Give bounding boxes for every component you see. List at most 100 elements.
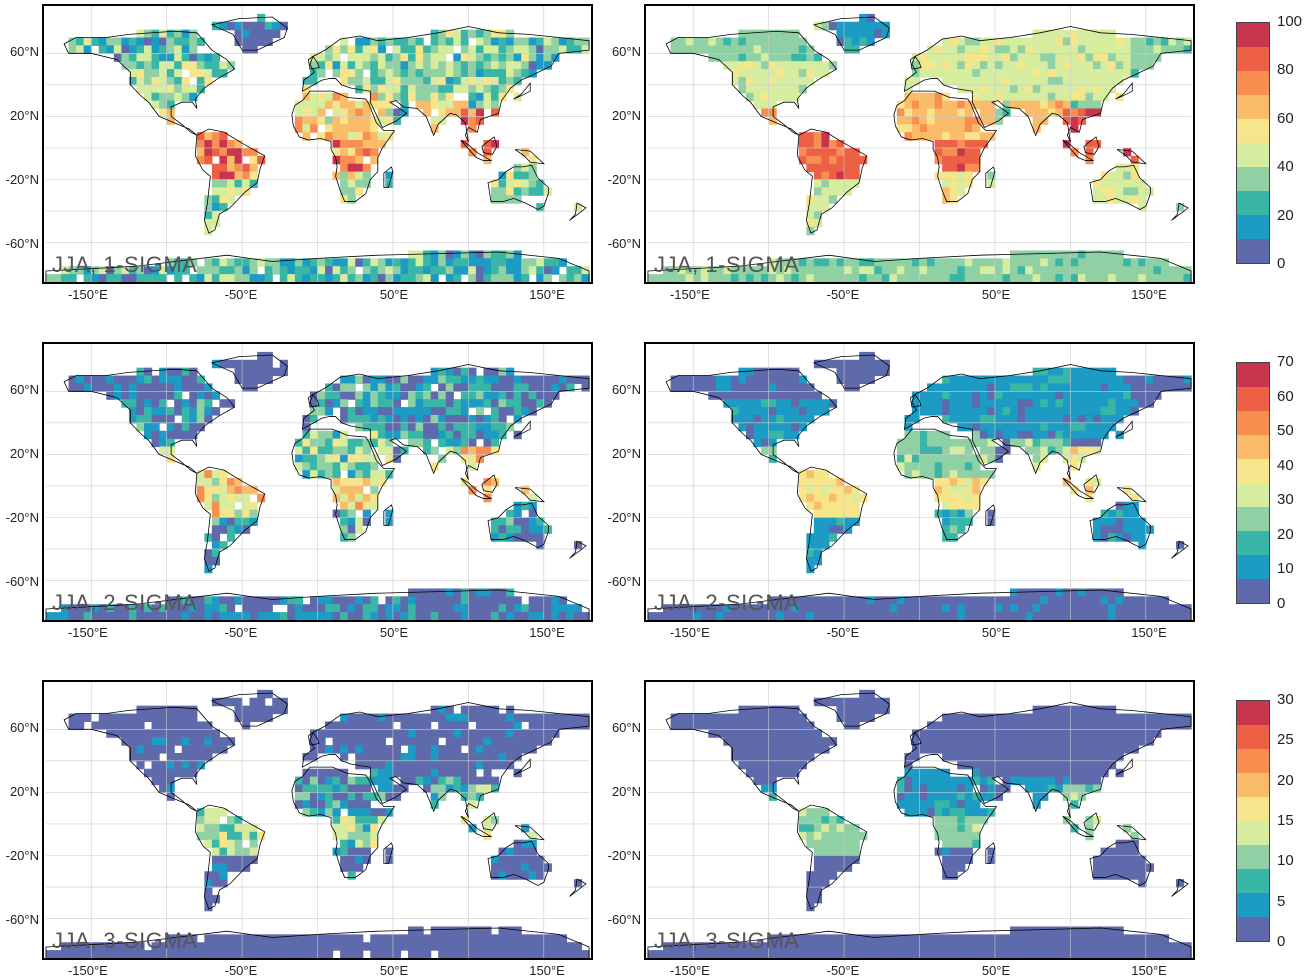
- grid-cell: [828, 399, 838, 408]
- grid-cell: [1032, 588, 1041, 597]
- grid-cell: [234, 612, 243, 620]
- grid-cell: [828, 934, 838, 943]
- grid-cell: [972, 760, 981, 770]
- grid-cell: [798, 934, 807, 943]
- grid-cell: [159, 108, 168, 117]
- grid-cell: [490, 760, 500, 770]
- lon-tick-label: 150°E: [529, 963, 565, 978]
- grid-cell: [257, 351, 266, 361]
- grid-cell: [392, 729, 402, 738]
- grid-cell: [121, 383, 130, 392]
- grid-cell: [475, 266, 485, 275]
- grid-cell: [1145, 934, 1154, 943]
- grid-cell: [1100, 171, 1109, 181]
- grid-cell: [332, 266, 341, 275]
- grid-cell: [174, 729, 183, 738]
- grid-cell: [828, 274, 838, 282]
- grid-cell: [159, 438, 168, 448]
- grid-cell: [934, 399, 943, 408]
- grid-cell: [1077, 588, 1087, 597]
- grid-cell: [430, 776, 439, 786]
- grid-cell: [475, 705, 485, 715]
- grid-cell: [490, 438, 500, 448]
- grid-cell: [761, 942, 770, 951]
- grid-cell: [1010, 274, 1019, 282]
- grid-cell: [257, 37, 266, 47]
- grid-cell: [1138, 399, 1147, 408]
- grid-cell: [761, 776, 770, 786]
- grid-cell: [1130, 493, 1139, 503]
- grid-cell: [768, 438, 777, 448]
- coastline-africa: [893, 90, 998, 202]
- grid-cell: [506, 729, 515, 738]
- grid-cell: [942, 69, 951, 78]
- grid-cell: [753, 407, 762, 416]
- grid-cell: [942, 752, 951, 762]
- grid-cell: [543, 45, 552, 54]
- grid-cell: [836, 155, 845, 165]
- grid-cell: [1047, 926, 1056, 935]
- grid-cell: [317, 116, 326, 125]
- grid-cell: [355, 831, 364, 841]
- grid-cell: [415, 776, 424, 786]
- grid-cell: [513, 187, 522, 196]
- grid-cell: [881, 934, 890, 943]
- grid-cell: [919, 391, 928, 400]
- grid-cell: [927, 768, 936, 778]
- grid-cell: [1062, 721, 1071, 730]
- grid-cell: [234, 942, 243, 951]
- grid-cell: [1017, 604, 1026, 613]
- grid-cell: [76, 37, 85, 47]
- grid-cell: [453, 258, 462, 267]
- grid-cell: [204, 745, 213, 754]
- grid-cell: [761, 367, 770, 377]
- grid-cell: [791, 92, 800, 102]
- grid-cell: [1070, 92, 1079, 102]
- grid-cell: [317, 132, 326, 141]
- grid-cell: [1025, 745, 1034, 754]
- grid-cell: [528, 847, 537, 857]
- grid-cell: [528, 69, 537, 78]
- grid-cell: [325, 399, 334, 408]
- grid-cell: [219, 745, 228, 754]
- grid-cell: [753, 604, 762, 613]
- grid-cell: [400, 414, 409, 424]
- grid-cell: [151, 391, 160, 400]
- grid-cell: [942, 399, 951, 408]
- grid-cell: [528, 863, 537, 872]
- grid-cell: [1055, 721, 1064, 730]
- grid-cell: [1017, 250, 1026, 259]
- grid-cell: [1130, 847, 1139, 857]
- grid-cell: [768, 53, 777, 62]
- coastline-borneo: [481, 812, 498, 831]
- grid-cell: [783, 391, 792, 400]
- grid-cell: [249, 367, 258, 377]
- grid-cell: [189, 950, 198, 958]
- grid-cell: [91, 266, 100, 275]
- grid-cell: [166, 61, 175, 70]
- grid-cell: [513, 195, 522, 204]
- grid-cell: [106, 375, 115, 385]
- grid-cell: [821, 203, 830, 212]
- grid-cell: [498, 37, 507, 47]
- grid-cell: [1145, 274, 1154, 282]
- grid-cell: [513, 934, 522, 943]
- grid-cell: [821, 478, 830, 487]
- grid-cell: [1055, 375, 1064, 385]
- grid-cell: [768, 414, 777, 424]
- grid-cell: [919, 737, 928, 746]
- grid-cell: [700, 375, 709, 385]
- grid-cell: [400, 45, 409, 54]
- grid-cell: [1025, 430, 1034, 440]
- grid-cell: [1153, 934, 1162, 943]
- grid-cell: [828, 501, 838, 511]
- grid-cell: [1062, 588, 1071, 597]
- grid-cell: [866, 351, 875, 361]
- grid-cell: [362, 784, 371, 793]
- grid-cell: [475, 596, 485, 605]
- grid-cell: [408, 596, 417, 605]
- grid-cell: [151, 92, 160, 102]
- grid-cell: [174, 76, 183, 86]
- grid-cell: [340, 776, 349, 786]
- grid-cell: [904, 808, 913, 817]
